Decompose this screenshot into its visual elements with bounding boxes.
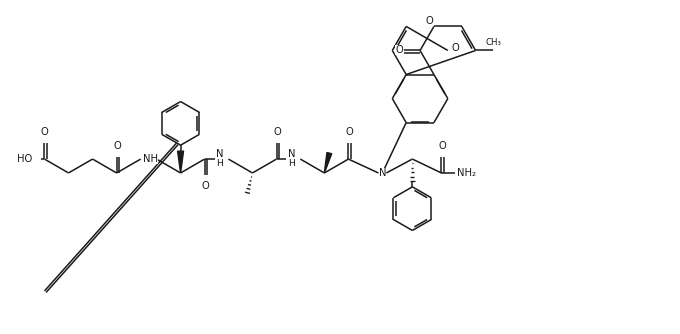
- Text: O: O: [114, 141, 122, 151]
- Text: O: O: [395, 45, 403, 55]
- Text: NH₂: NH₂: [457, 168, 476, 178]
- Text: N: N: [216, 149, 223, 159]
- Text: O: O: [202, 181, 209, 191]
- Polygon shape: [324, 153, 332, 173]
- Text: O: O: [345, 127, 354, 137]
- Text: O: O: [452, 43, 460, 53]
- Text: N: N: [288, 149, 295, 159]
- Text: O: O: [425, 16, 433, 26]
- Polygon shape: [177, 151, 184, 173]
- Text: H: H: [288, 159, 295, 168]
- Text: N: N: [379, 168, 386, 178]
- Text: H: H: [216, 159, 223, 168]
- Text: NH: NH: [143, 154, 158, 164]
- Text: O: O: [41, 127, 48, 137]
- Text: O: O: [439, 141, 446, 151]
- Text: CH₃: CH₃: [486, 37, 501, 46]
- Text: O: O: [274, 127, 282, 137]
- Text: HO: HO: [17, 154, 33, 164]
